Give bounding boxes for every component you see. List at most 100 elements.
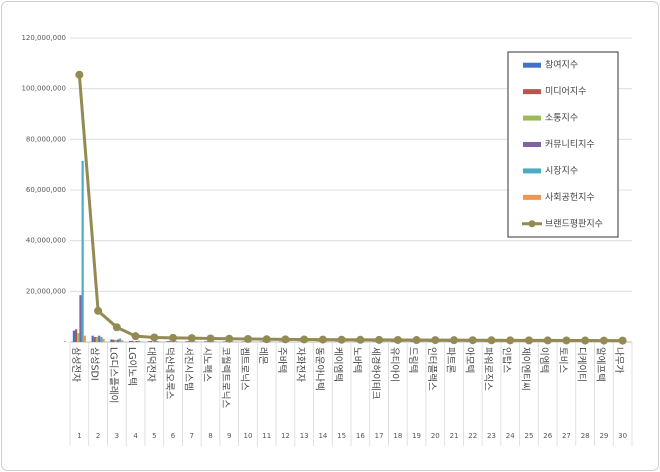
- point: [599, 336, 608, 345]
- point: [487, 336, 496, 345]
- legend-label: 사회공헌지수: [545, 192, 595, 203]
- bar: [100, 336, 103, 342]
- bar: [93, 336, 96, 342]
- rank-label: 3: [115, 432, 119, 440]
- bar: [177, 341, 180, 342]
- x-tick-label: 노바텍: [351, 347, 362, 373]
- legend-label: 브랜드평판지수: [545, 218, 603, 229]
- bar: [241, 341, 244, 342]
- bar: [74, 329, 78, 342]
- bar: [83, 335, 86, 342]
- rank-label: 20: [431, 432, 440, 440]
- y-tick-label: 20,000,000: [26, 287, 66, 295]
- bar: [154, 341, 157, 342]
- bar: [170, 341, 174, 342]
- bar: [278, 341, 282, 342]
- legend-swatch: [523, 115, 541, 121]
- bar: [119, 338, 122, 342]
- rank-label: 29: [599, 432, 608, 440]
- point: [412, 336, 421, 345]
- rank-label: 12: [281, 432, 290, 440]
- bar: [203, 341, 207, 342]
- point: [562, 336, 571, 345]
- bar: [268, 341, 272, 342]
- bar: [129, 340, 132, 342]
- bar: [77, 333, 80, 342]
- bar: [158, 341, 161, 342]
- x-tick-label: 드림텍: [407, 347, 419, 373]
- bar: [79, 295, 82, 342]
- rank-label: 4: [133, 432, 138, 440]
- x-tick-label: 켐트로닉스: [238, 347, 250, 391]
- point: [356, 335, 365, 344]
- rank-label: 8: [208, 432, 212, 440]
- rank-label: 18: [393, 432, 402, 440]
- bar: [112, 339, 115, 342]
- y-tick-label: 80,000,000: [26, 135, 66, 143]
- x-tick-label: 나무가: [613, 347, 624, 373]
- bar: [185, 341, 188, 342]
- legend-label: 미디어지수: [545, 86, 586, 97]
- x-tick-label: 제이엔티씨: [519, 347, 530, 391]
- point: [300, 335, 309, 344]
- rank-label: 27: [562, 432, 571, 440]
- bar: [121, 340, 124, 342]
- bar: [224, 341, 228, 342]
- x-tick-label: 파워로직스: [482, 347, 493, 391]
- rank-label: 13: [300, 432, 309, 440]
- x-tick-label: 덕산네오룩스: [164, 347, 175, 400]
- point: [262, 335, 271, 344]
- bar: [231, 341, 234, 342]
- rank-label: 5: [152, 432, 156, 440]
- rank-label: 9: [227, 432, 231, 440]
- rank-label: 24: [506, 432, 515, 440]
- rank-label: 14: [318, 432, 327, 440]
- bar: [175, 341, 178, 342]
- x-tick-label: LG이노텍: [126, 347, 137, 386]
- bar: [110, 339, 113, 342]
- point: [187, 334, 196, 343]
- bar: [168, 341, 171, 342]
- point: [318, 335, 327, 344]
- legend-swatch: [523, 142, 541, 147]
- x-tick-label: 시노펙스: [201, 347, 212, 382]
- rank-label: 26: [543, 432, 552, 440]
- bar: [187, 341, 190, 342]
- rank-label: 11: [262, 432, 271, 440]
- rank-label: 22: [468, 432, 477, 440]
- point: [225, 334, 234, 343]
- point: [375, 335, 384, 344]
- bar: [222, 341, 225, 342]
- x-tick-label: 삼성전자: [70, 347, 81, 382]
- x-tick-label: 케이엠텍: [332, 347, 344, 382]
- bar: [287, 341, 290, 342]
- bar: [166, 341, 169, 342]
- rank-label: 10: [244, 432, 253, 440]
- x-tick-label: 디케이티: [576, 347, 587, 382]
- x-tick-label: 코월렉트로닉스: [220, 347, 232, 408]
- x-tick-label: 서진시스템: [182, 347, 194, 391]
- y-tick-label: -: [63, 338, 66, 346]
- rank-label: 2: [96, 432, 100, 440]
- bar: [193, 341, 197, 342]
- point: [112, 323, 121, 332]
- bar: [72, 330, 75, 342]
- bar: [156, 340, 159, 342]
- rank-label: 21: [450, 432, 459, 440]
- bar: [135, 340, 138, 342]
- bar: [131, 340, 134, 342]
- point: [543, 336, 552, 345]
- bar: [116, 339, 120, 342]
- x-tick-label: LG디스플레이: [107, 347, 118, 403]
- legend-marker: [528, 220, 536, 228]
- rank-label: 28: [581, 432, 590, 440]
- bar: [95, 336, 99, 342]
- x-tick-label: 토비스: [557, 347, 568, 373]
- point: [581, 336, 590, 345]
- y-tick-label: 120,000,000: [21, 34, 66, 42]
- rank-label: 7: [190, 432, 194, 440]
- point: [131, 332, 140, 341]
- bar: [114, 339, 117, 342]
